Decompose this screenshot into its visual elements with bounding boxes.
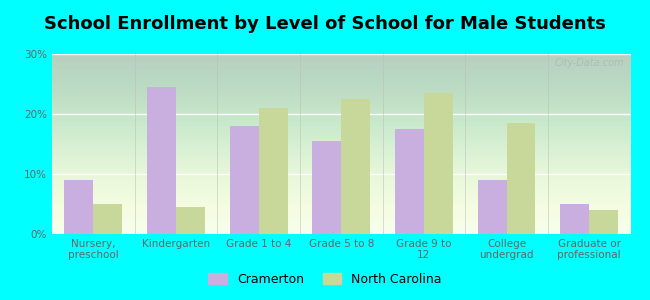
Bar — [94, 204, 122, 234]
Legend: Cramerton, North Carolina: Cramerton, North Carolina — [203, 268, 447, 291]
Bar — [147, 87, 176, 234]
Bar — [341, 99, 370, 234]
Bar — [506, 123, 536, 234]
Text: City-Data.com: City-Data.com — [555, 58, 625, 68]
Bar — [176, 207, 205, 234]
Bar — [478, 180, 506, 234]
Text: School Enrollment by Level of School for Male Students: School Enrollment by Level of School for… — [44, 15, 606, 33]
Bar — [589, 210, 618, 234]
Bar — [229, 126, 259, 234]
Bar — [259, 108, 287, 234]
Bar — [560, 204, 589, 234]
Bar — [64, 180, 94, 234]
Bar — [395, 129, 424, 234]
Bar — [312, 141, 341, 234]
Bar — [424, 93, 453, 234]
